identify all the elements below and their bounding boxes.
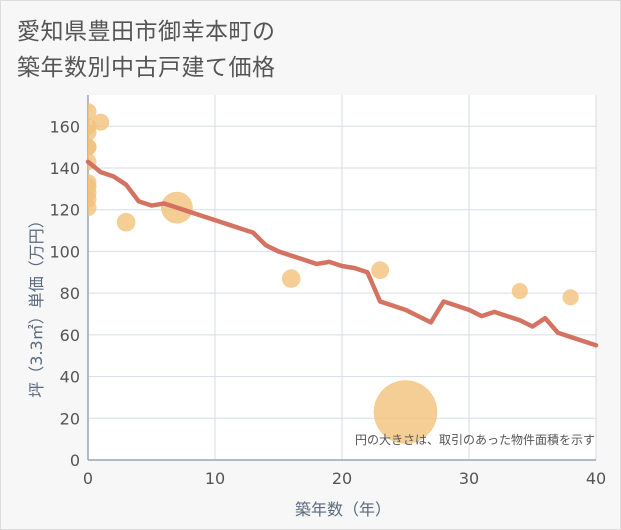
- y-axis-title: 坪（3.3㎡）単価（万円）: [27, 212, 46, 398]
- data-point: [88, 124, 97, 142]
- x-tick-label: 40: [586, 469, 606, 488]
- x-tick-label: 20: [332, 469, 352, 488]
- title-line-1: 愛知県豊田市御幸本町の: [17, 19, 276, 45]
- data-point: [373, 380, 438, 444]
- bubble-size-note: 円の大きさは、取引のあった物件面積を示す: [354, 433, 595, 447]
- data-point: [511, 282, 528, 300]
- y-tick-label: 40: [60, 368, 80, 387]
- chart-title: 愛知県豊田市御幸本町の 築年数別中古戸建て価格: [17, 14, 276, 86]
- data-point: [562, 289, 579, 306]
- x-tick-label: 10: [205, 469, 225, 488]
- y-tick-label: 80: [60, 284, 80, 303]
- data-point: [116, 212, 136, 232]
- title-line-2: 築年数別中古戸建て価格: [17, 55, 276, 81]
- data-point: [88, 199, 97, 217]
- x-tick-label: 30: [459, 469, 479, 488]
- data-point: [281, 269, 301, 288]
- y-tick-label: 20: [60, 409, 80, 428]
- y-tick-label: 160: [49, 117, 80, 136]
- y-tick-label: 120: [49, 201, 80, 220]
- data-point: [371, 261, 390, 280]
- y-tick-label: 0: [70, 451, 80, 470]
- trend-line: [85, 159, 599, 348]
- data-point: [88, 138, 97, 156]
- y-tick-label: 100: [49, 242, 80, 261]
- x-tick-label: 0: [83, 469, 93, 488]
- x-axis-title: 築年数（年）: [294, 500, 392, 519]
- data-point: [88, 103, 97, 121]
- y-tick-label: 60: [60, 326, 80, 345]
- data-point: [92, 113, 110, 131]
- y-tick-label: 140: [49, 159, 80, 178]
